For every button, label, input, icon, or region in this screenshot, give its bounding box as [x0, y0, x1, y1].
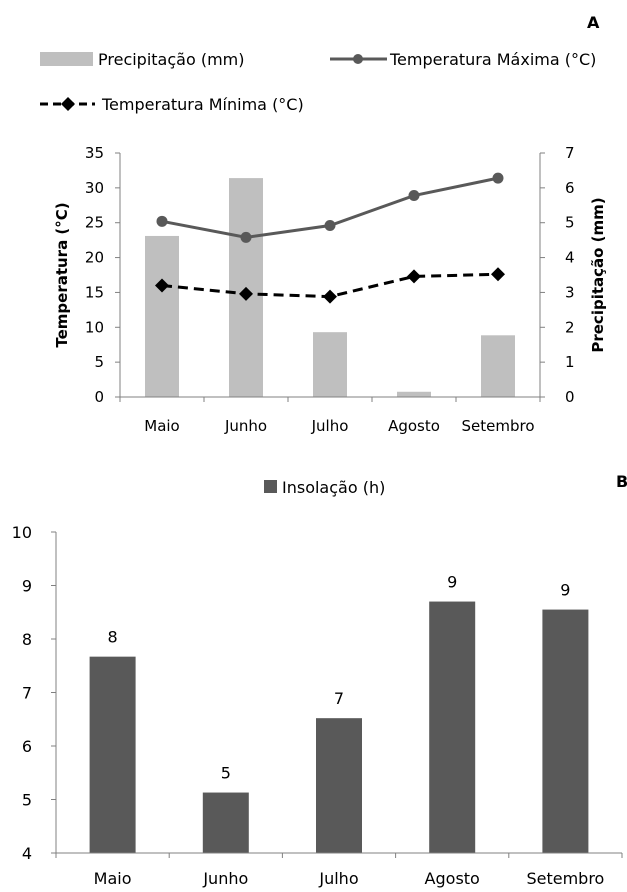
y2-tick-label: 3 [565, 283, 575, 301]
bar-precipitacao-4 [481, 335, 515, 397]
bar-precipitacao-2 [313, 332, 347, 397]
y-tick-label: 10 [85, 318, 104, 336]
y2-tick-label: 1 [565, 353, 575, 371]
y-tick-label-b: 10 [12, 523, 32, 542]
legend-swatch-precipitacao [40, 52, 93, 66]
legend-swatch-insolacao [264, 480, 277, 493]
y-tick-label-b: 5 [22, 791, 32, 810]
point-temperatura-minima-4 [491, 267, 505, 282]
y-tick-label-b: 6 [22, 737, 32, 756]
point-temperatura-minima-1 [239, 286, 253, 301]
x-tick-label: Junho [224, 417, 267, 435]
bar-insolacao-0 [89, 656, 136, 853]
x-tick-label: Julho [311, 417, 349, 435]
bar-precipitacao-3 [397, 391, 431, 397]
legend-label-tmax: Temperatura Máxima (°C) [389, 50, 596, 69]
bar-insolacao-2 [316, 718, 362, 853]
chart-b-plot: 8 5 7 9 9 4 5 6 7 8 9 10 Maio Junho Julho Agosto Setembr… [12, 523, 623, 888]
y2-tick-label: 4 [565, 249, 575, 267]
y-tick-label: 25 [85, 214, 104, 232]
y-tick-label: 0 [94, 388, 104, 406]
bar-precipitacao-0 [145, 235, 179, 397]
data-label-insolacao-4: 9 [560, 581, 570, 600]
point-temperatura-maxima-3 [408, 190, 420, 202]
point-temperatura-maxima-2 [324, 220, 336, 232]
point-temperatura-minima-0 [155, 278, 169, 293]
data-label-insolacao-1: 5 [221, 764, 231, 783]
chart-a-plot: 0 5 10 15 20 25 30 35 0 1 2 3 4 5 6 7 Maio Junho Julho Agos… [85, 144, 575, 435]
point-temperatura-maxima-4 [492, 172, 504, 184]
point-temperatura-minima-3 [407, 269, 421, 284]
data-label-insolacao-3: 9 [447, 573, 457, 592]
y2-tick-label: 6 [565, 179, 575, 197]
legend-label-tmin: Temperatura Mínima (°C) [101, 95, 304, 114]
y-tick-label-b: 8 [22, 630, 32, 649]
y-tick-label-b: 9 [22, 577, 32, 596]
panel-label-a: A [587, 13, 600, 32]
bar-insolacao-4 [542, 609, 589, 853]
data-label-insolacao-0: 8 [108, 628, 118, 647]
y-tick-label: 30 [85, 179, 104, 197]
y2-tick-label: 0 [565, 388, 575, 406]
x-tick-label-b: Maio [94, 869, 132, 888]
x-tick-label: Setembro [461, 417, 534, 435]
x-tick-label-b: Junho [202, 869, 248, 888]
legend-label-precipitacao: Precipitação (mm) [98, 50, 245, 69]
x-tick-label-b: Setembro [526, 869, 604, 888]
panel-label-b: B [616, 472, 627, 491]
y-tick-label-b: 4 [22, 844, 32, 863]
y2-tick-label: 7 [565, 144, 575, 162]
x-tick-label-b: Julho [318, 869, 358, 888]
y2-axis-title-precipitacao: Precipitação (mm) [589, 197, 607, 352]
y-tick-label: 35 [85, 144, 104, 162]
point-temperatura-maxima-0 [156, 215, 168, 227]
y-axis-title-temperatura: Temperatura (°C) [53, 202, 71, 347]
y-tick-label: 5 [94, 353, 104, 371]
legend-marker-tmin [61, 97, 75, 111]
y-tick-label: 15 [85, 283, 104, 301]
y-tick-label: 20 [85, 249, 104, 267]
data-label-insolacao-2: 7 [334, 689, 344, 708]
legend-marker-tmax [353, 54, 363, 64]
point-temperatura-maxima-1 [240, 231, 252, 243]
x-tick-label: Maio [144, 417, 179, 435]
y2-tick-label: 2 [565, 318, 575, 336]
legend-label-insolacao: Insolação (h) [282, 478, 385, 497]
x-tick-label-b: Agosto [425, 869, 480, 888]
y2-tick-label: 5 [565, 214, 575, 232]
bar-insolacao-1 [202, 792, 249, 853]
y-tick-label-b: 7 [22, 684, 32, 703]
x-tick-label: Agosto [388, 417, 440, 435]
bar-insolacao-3 [429, 601, 476, 853]
point-temperatura-minima-2 [323, 289, 337, 304]
